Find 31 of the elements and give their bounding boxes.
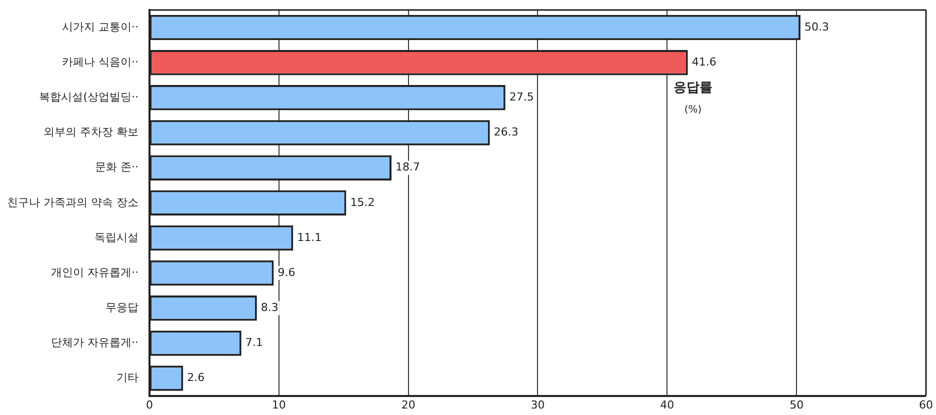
- y-tick-label: 개인이 자유롭게··: [50, 266, 138, 279]
- x-tick-label: 50: [790, 398, 804, 412]
- x-tick-label: 20: [401, 398, 416, 412]
- y-tick-label: 카페나 식음이··: [62, 55, 138, 68]
- y-tick-label: 문화 존··: [94, 160, 138, 174]
- x-tick-label: 30: [530, 398, 545, 412]
- data-label: 11.1: [297, 230, 322, 244]
- data-label: 50.3: [804, 20, 829, 34]
- data-label: 18.7: [396, 160, 420, 174]
- y-tick-label: 외부의 주차장 확보: [43, 126, 138, 139]
- y-tick-label: 시가지 교통이··: [62, 20, 138, 34]
- y-tick-label: 단체가 자유롭게··: [50, 336, 138, 350]
- y-tick-label: 무응답: [105, 300, 138, 314]
- data-label: 8.3: [260, 300, 278, 314]
- x-tick-label: 60: [919, 398, 933, 412]
- data-label: 41.6: [692, 55, 716, 68]
- x-tick-label: 0: [146, 398, 153, 412]
- data-label: 2.6: [187, 371, 205, 384]
- x-tick-label: 10: [272, 398, 286, 412]
- y-tick-label: 친구나 가족과의 약속 장소: [6, 196, 138, 209]
- data-label: 27.5: [509, 90, 534, 104]
- y-tick-label: 복합시설(상업빌딩··: [39, 90, 138, 104]
- y-tick-label: 기타: [116, 371, 138, 384]
- x-tick-label: 40: [660, 398, 674, 412]
- data-label: 7.1: [245, 336, 263, 350]
- annotation: 응답률: [674, 80, 713, 96]
- y-tick-label: 독립시설: [94, 230, 138, 244]
- data-label: 9.6: [278, 266, 296, 279]
- annotation: (%): [684, 104, 702, 116]
- data-label: 15.2: [350, 196, 375, 209]
- data-label: 26.3: [494, 126, 518, 139]
